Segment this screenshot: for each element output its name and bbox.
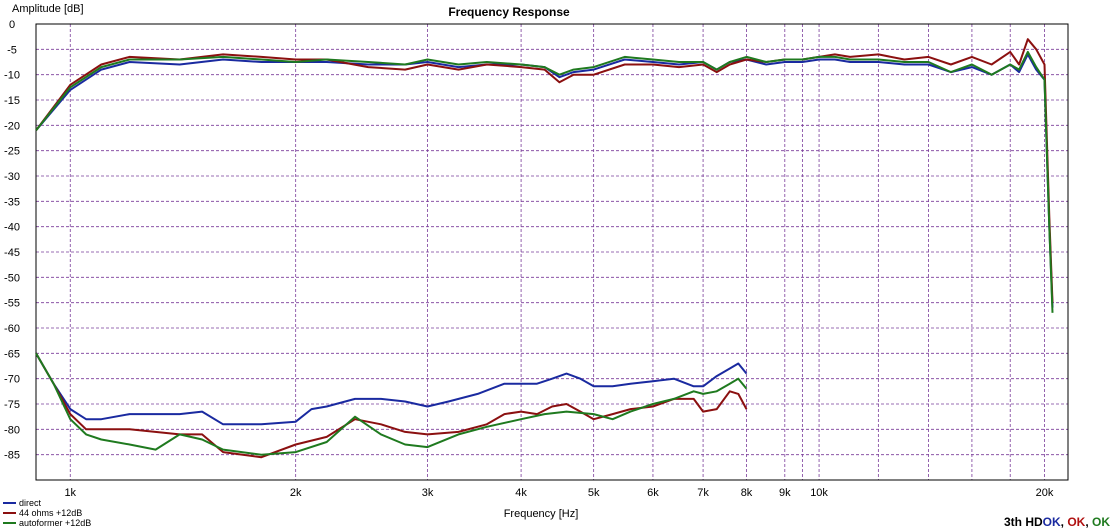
footer-status-1: OK — [1043, 515, 1061, 529]
y-tick-label: -55 — [4, 298, 20, 310]
legend-label: direct — [19, 498, 42, 508]
plot-frame — [35, 23, 1069, 481]
x-tick-label: 6k — [647, 487, 659, 499]
y-tick-label: -50 — [4, 272, 20, 284]
series-line-2 — [35, 50, 1054, 313]
y-tick-label: -70 — [4, 374, 20, 386]
footer-status-3: OK — [1092, 515, 1110, 529]
x-tick-label: 9k — [779, 487, 791, 499]
y-tick-label: 0 — [9, 19, 15, 31]
x-tick-label: 4k — [515, 487, 527, 499]
x-tick-label: 2k — [290, 487, 302, 499]
y-tick-label: -30 — [4, 171, 20, 183]
status-footer: 3th HDOK, OK, OK — [1004, 515, 1110, 529]
x-tick-label: 10k — [810, 487, 828, 499]
y-tick-label: -20 — [4, 120, 20, 132]
y-tick-label: -85 — [4, 450, 20, 462]
y-tick-label: -10 — [4, 70, 20, 82]
y-tick-label: -40 — [4, 222, 20, 234]
y-tick-label: -25 — [4, 146, 20, 158]
series-line-3 — [35, 352, 748, 426]
y-tick-labels: 0 -5 -10 -15 -20 -25 -30 -35 -40 -45 -50 -55 -60 -65 -… — [4, 19, 20, 462]
y-tick-label: -75 — [4, 399, 20, 411]
y-tick-label: -5 — [7, 44, 17, 56]
chart-title: Frequency Response — [448, 5, 570, 19]
footer-sep-1: , — [1061, 515, 1068, 529]
y-axis-title: Amplitude [dB] — [12, 3, 84, 15]
x-tick-label: 3k — [422, 487, 434, 499]
legend-label: autoformer +12dB — [19, 518, 91, 528]
series-line-1 — [35, 38, 1054, 303]
series-line-4 — [35, 352, 748, 459]
series-line-5 — [35, 352, 748, 456]
legend-label: 44 ohms +12dB — [19, 508, 82, 518]
x-tick-label: 5k — [588, 487, 600, 499]
series-lines — [35, 38, 1054, 459]
footer-status-2: OK — [1067, 515, 1085, 529]
y-tick-label: -45 — [4, 247, 20, 259]
y-tick-label: -15 — [4, 95, 20, 107]
y-tick-label: -35 — [4, 196, 20, 208]
footer-prefix: 3th HD — [1004, 515, 1043, 529]
x-tick-label: 1k — [64, 487, 76, 499]
x-axis-title: Frequency [Hz] — [504, 508, 579, 520]
x-tick-labels: 1k 2k 3k 4k 5k 6k 7k 8k 9k 10k 20k — [64, 487, 1053, 499]
x-tick-label: 7k — [697, 487, 709, 499]
grid — [36, 23, 1068, 480]
x-tick-label: 20k — [1036, 487, 1054, 499]
y-tick-label: -65 — [4, 348, 20, 360]
footer-sep-2: , — [1085, 515, 1092, 529]
y-tick-label: -60 — [4, 323, 20, 335]
y-tick-label: -80 — [4, 424, 20, 436]
x-tick-label: 8k — [741, 487, 753, 499]
